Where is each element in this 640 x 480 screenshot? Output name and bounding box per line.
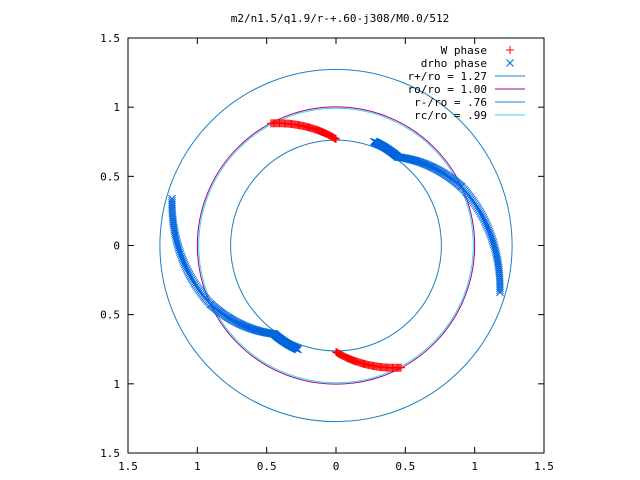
legend-label: r-/ro = .76 [414, 96, 487, 109]
x-tick-label: 0.5 [257, 460, 277, 473]
y-tick-label: 1 [113, 101, 120, 114]
data-point [496, 286, 504, 295]
data-point [331, 134, 340, 143]
x-tick-label: 1.5 [118, 460, 138, 473]
x-tick-label: 1 [194, 460, 201, 473]
x-tick-label: 1.5 [534, 460, 554, 473]
data-point [168, 194, 176, 203]
radius-circle [159, 68, 513, 423]
legend-label: drho phase [421, 57, 487, 70]
radius-circle [198, 107, 474, 384]
x-tick-label: 1 [471, 460, 478, 473]
legend-label: W phase [441, 44, 487, 57]
y-tick-label: 1 [113, 378, 120, 391]
series-points [168, 137, 504, 354]
plot-area [159, 68, 513, 423]
legend-label: r+/ro = 1.27 [408, 70, 487, 83]
plot-frame: 1.5 1 0.5 0 0.5 1 1.51.510.500.511.5 [100, 32, 554, 473]
radius-circle [230, 139, 442, 352]
y-tick-label: 1.5 [100, 32, 120, 45]
y-tick-label: 1.5 [100, 447, 120, 460]
data-point [330, 133, 339, 142]
y-tick-label: 0 [113, 240, 120, 253]
y-tick-label: 0.5 [100, 309, 120, 322]
data-point [397, 363, 406, 372]
data-point [168, 196, 176, 205]
data-point [332, 134, 340, 143]
data-point [506, 59, 514, 67]
data-point [496, 288, 504, 297]
x-tick-label: 0 [333, 460, 340, 473]
x-tick-label: 0.5 [395, 460, 415, 473]
legend-label: rc/ro = .99 [414, 109, 487, 122]
y-tick-label: 0.5 [100, 170, 120, 183]
radius-circle [196, 106, 476, 385]
series-points [266, 119, 406, 372]
legend-label: ro/ro = 1.00 [408, 83, 487, 96]
data-point [506, 46, 514, 54]
chart-title: m2/n1.5/q1.9/r-+.60-j308/M0.0/512 [231, 12, 450, 25]
